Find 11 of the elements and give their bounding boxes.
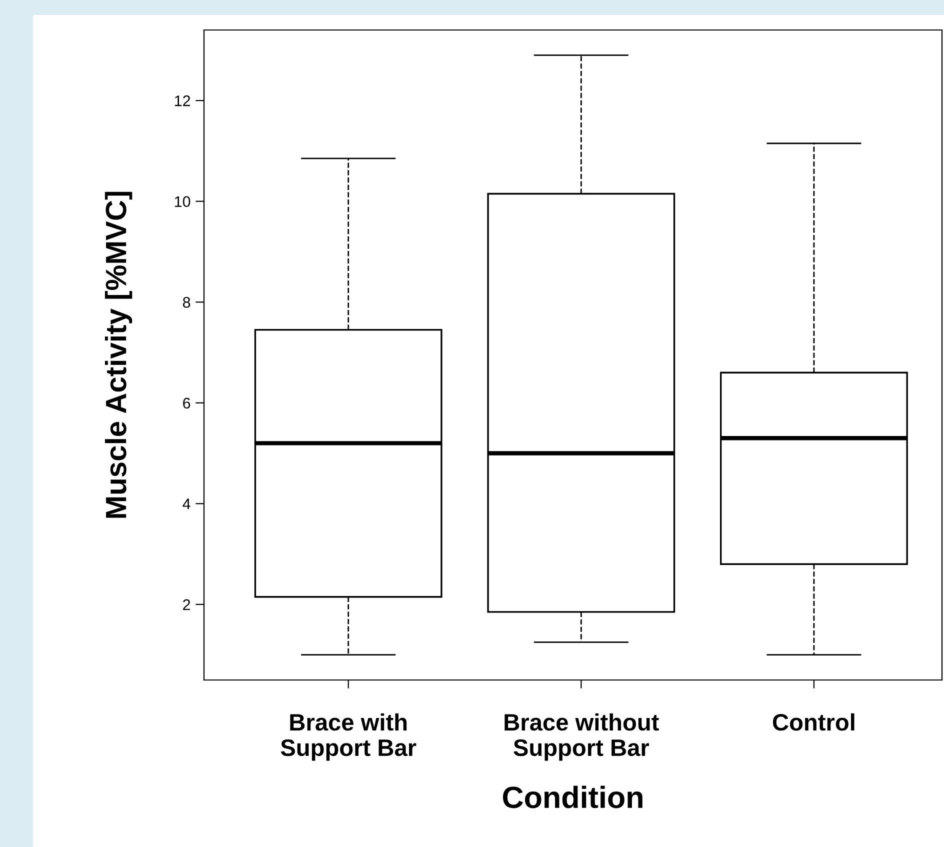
- x-tick-label: Brace with Support Bar: [280, 713, 416, 761]
- y-tick-label: 10: [174, 196, 190, 208]
- y-tick-label: 4: [182, 498, 190, 510]
- x-axis-title: Condition: [502, 786, 642, 808]
- y-tick-label: 12: [174, 95, 190, 106]
- y-tick-label: 6: [183, 398, 190, 409]
- x-tick-label: Brace without Support Bar: [504, 713, 659, 761]
- y-tick-label: 8: [182, 296, 190, 308]
- y-axis-title: Muscle Activity [%MVC]: [104, 192, 132, 518]
- y-tick-label: 2: [183, 599, 190, 610]
- x-tick-label: Control: [772, 713, 854, 731]
